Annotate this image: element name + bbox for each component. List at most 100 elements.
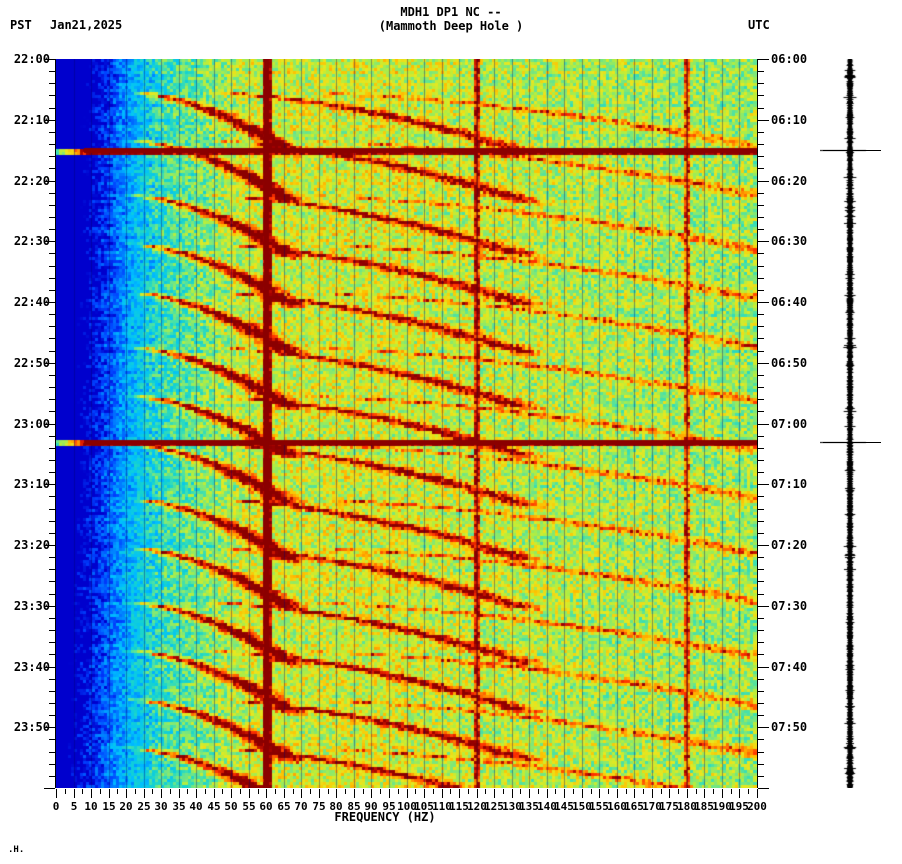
freq-tick [319, 789, 320, 798]
freq-tick-minor [328, 789, 329, 794]
freq-tick [512, 789, 513, 798]
freq-label: 15 [102, 800, 116, 813]
time-tick-right [758, 606, 769, 607]
time-tick-right [758, 253, 764, 254]
time-label-right: 07:30 [771, 599, 808, 613]
time-tick-left [49, 715, 55, 716]
time-tick-left [49, 168, 55, 169]
freq-tick-minor [538, 789, 539, 794]
freq-tick [354, 789, 355, 798]
time-tick-left [49, 229, 55, 230]
freq-tick-minor [258, 789, 259, 794]
freq-tick-minor [65, 789, 66, 794]
time-tick-right [758, 509, 764, 510]
time-label-left: 22:40 [13, 295, 50, 309]
freq-tick [599, 789, 600, 798]
freq-tick [704, 789, 705, 798]
spectrogram-plot [56, 59, 757, 788]
time-tick-left [49, 278, 55, 279]
freq-tick-minor [731, 789, 732, 794]
freq-label: 45 [207, 800, 221, 813]
time-tick-left [49, 739, 55, 740]
time-tick-right [758, 351, 764, 352]
time-tick-right [758, 241, 769, 242]
time-tick-right [758, 132, 764, 133]
freq-label: 75 [312, 800, 326, 813]
freq-tick-minor [82, 789, 83, 794]
freq-tick [56, 789, 57, 798]
time-tick-left [49, 411, 55, 412]
header-date: Jan21,2025 [50, 18, 123, 32]
time-tick-left [49, 472, 55, 473]
freq-tick-minor [713, 789, 714, 794]
time-tick-right [758, 338, 764, 339]
freq-tick [757, 789, 758, 798]
time-tick-right [758, 727, 769, 728]
freq-label: 10 [84, 800, 98, 813]
time-tick-left [49, 338, 55, 339]
plot-border-left [55, 59, 56, 788]
time-label-left: 22:00 [13, 52, 50, 66]
freq-label: 70 [294, 800, 308, 813]
corner-mark: .H. [8, 845, 25, 855]
time-label-left: 23:50 [13, 720, 50, 734]
time-tick-right [758, 752, 764, 753]
time-tick-right [758, 95, 764, 96]
freq-tick [301, 789, 302, 798]
freq-tick [494, 789, 495, 798]
freq-tick [477, 789, 478, 798]
time-tick-right [758, 764, 764, 765]
time-tick-right [758, 229, 764, 230]
time-tick-right [758, 266, 764, 267]
time-tick-right [758, 290, 764, 291]
freq-tick-minor [626, 789, 627, 794]
time-tick-left [49, 83, 55, 84]
time-tick-right [758, 703, 764, 704]
time-tick-left [44, 302, 55, 303]
freq-tick-minor [608, 789, 609, 794]
time-tick-left [49, 399, 55, 400]
time-label-right: 07:50 [771, 720, 808, 734]
freq-tick-minor [468, 789, 469, 794]
freq-label: 90 [364, 800, 378, 813]
freq-label: 0 [52, 800, 60, 813]
page-subtitle: (Mammoth Deep Hole ) [378, 19, 524, 33]
time-label-right: 07:40 [771, 660, 808, 674]
freq-tick-minor [573, 789, 574, 794]
time-tick-left [49, 448, 55, 449]
freq-tick [652, 789, 653, 798]
time-tick-right [758, 83, 764, 84]
freq-label: 185 [694, 800, 714, 813]
freq-label: 50 [224, 800, 238, 813]
freq-tick-minor [345, 789, 346, 794]
time-tick-left [49, 557, 55, 558]
time-tick-left [49, 266, 55, 267]
time-tick-left [49, 679, 55, 680]
time-tick-right [758, 594, 764, 595]
time-tick-right [758, 460, 764, 461]
time-tick-right [758, 533, 764, 534]
time-tick-right [758, 168, 764, 169]
time-tick-right [758, 630, 764, 631]
time-tick-right [758, 642, 764, 643]
time-label-left: 23:40 [13, 660, 50, 674]
time-tick-left [49, 253, 55, 254]
time-tick-left [49, 776, 55, 777]
time-tick-right [758, 108, 764, 109]
time-tick-left [49, 521, 55, 522]
freq-label: 195 [729, 800, 749, 813]
time-tick-right [758, 569, 764, 570]
time-tick-right [758, 156, 764, 157]
freq-tick [249, 789, 250, 798]
time-label-right: 06:00 [771, 52, 808, 66]
freq-tick [547, 789, 548, 798]
freq-tick-minor [415, 789, 416, 794]
time-tick-left [49, 108, 55, 109]
freq-tick-minor [591, 789, 592, 794]
freq-tick-minor [380, 789, 381, 794]
time-tick-left [44, 545, 55, 546]
freq-tick [231, 789, 232, 798]
time-label-left: 23:30 [13, 599, 50, 613]
freq-tick-minor [275, 789, 276, 794]
time-label-right: 06:10 [771, 113, 808, 127]
